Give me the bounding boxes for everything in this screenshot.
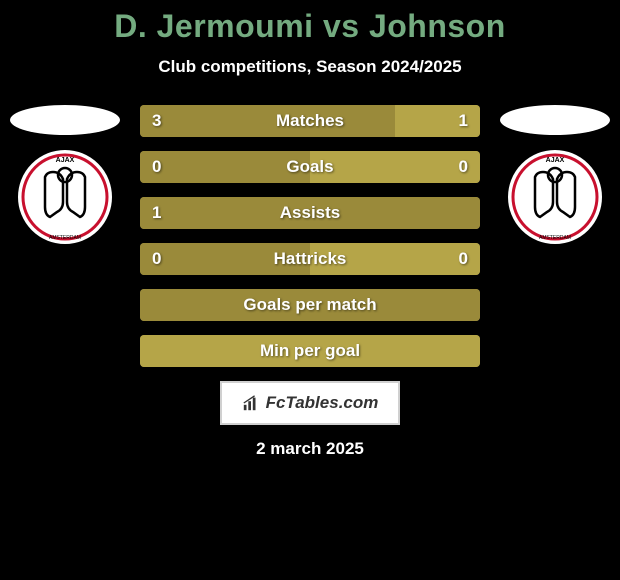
watermark-text: FcTables.com: [266, 393, 379, 413]
main-section: AJAX AMSTERDAM Matches 3 1 Goals 0 0 Assists 1 H…: [0, 105, 620, 367]
stat-row: Hattricks 0 0: [140, 243, 480, 275]
svg-text:AJAX: AJAX: [546, 157, 565, 164]
stat-row: Min per goal: [140, 335, 480, 367]
subtitle: Club competitions, Season 2024/2025: [158, 57, 461, 77]
stats-column: Matches31Goals00Assists1Hattricks00Goals…: [130, 105, 490, 367]
stat-bar-left: [140, 151, 310, 183]
page-title: D. Jermoumi vs Johnson: [114, 8, 506, 45]
comparison-container: D. Jermoumi vs Johnson Club competitions…: [0, 0, 620, 459]
svg-text:AJAX: AJAX: [56, 157, 75, 164]
stat-value-right: 1: [459, 111, 468, 131]
stat-bar-left: [140, 105, 395, 137]
stat-label: Matches: [276, 111, 344, 131]
player-right-club-badge: AJAX AMSTERDAM: [505, 147, 605, 247]
player-left-side: AJAX AMSTERDAM: [0, 105, 130, 247]
stat-bar-right: [310, 151, 480, 183]
player-left-club-badge: AJAX AMSTERDAM: [15, 147, 115, 247]
svg-text:AMSTERDAM: AMSTERDAM: [539, 235, 571, 241]
stat-label: Assists: [280, 203, 340, 223]
ajax-shield-icon: AJAX AMSTERDAM: [15, 147, 115, 247]
stat-row: Goals per match: [140, 289, 480, 321]
stat-label: Hattricks: [274, 249, 347, 269]
stat-label: Goals per match: [243, 295, 376, 315]
player-left-photo: [10, 105, 120, 135]
stat-row: Matches 3 1: [140, 105, 480, 137]
stat-value-left: 0: [152, 157, 161, 177]
stat-row: Goals 0 0: [140, 151, 480, 183]
player-right-side: AJAX AMSTERDAM: [490, 105, 620, 247]
date-text: 2 march 2025: [256, 439, 364, 459]
player-right-photo: [500, 105, 610, 135]
stat-label: Goals: [286, 157, 333, 177]
stat-label: Min per goal: [260, 341, 360, 361]
stat-value-left: 0: [152, 249, 161, 269]
stat-value-right: 0: [459, 157, 468, 177]
stat-value-left: 1: [152, 203, 161, 223]
stat-row: Assists 1: [140, 197, 480, 229]
stat-value-right: 0: [459, 249, 468, 269]
chart-icon: [242, 394, 260, 412]
watermark-badge: FcTables.com: [220, 381, 401, 425]
ajax-shield-icon: AJAX AMSTERDAM: [505, 147, 605, 247]
stat-value-left: 3: [152, 111, 161, 131]
svg-text:AMSTERDAM: AMSTERDAM: [49, 235, 81, 241]
